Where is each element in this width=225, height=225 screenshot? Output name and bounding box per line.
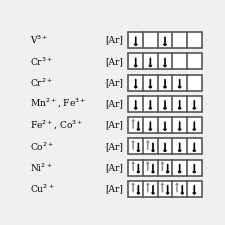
Bar <box>128 54 202 69</box>
Text: Fe$^{2+}$, Co$^{3+}$: Fe$^{2+}$, Co$^{3+}$ <box>30 119 83 132</box>
Text: Cu$^{2+}$: Cu$^{2+}$ <box>30 182 54 195</box>
Bar <box>128 96 202 112</box>
Text: Cr$^{3+}$: Cr$^{3+}$ <box>30 55 53 68</box>
Bar <box>128 32 202 48</box>
Text: Co$^{2+}$: Co$^{2+}$ <box>30 140 54 153</box>
Text: [Ar]: [Ar] <box>105 184 123 193</box>
Text: [Ar]: [Ar] <box>105 163 123 172</box>
Bar <box>128 181 202 197</box>
Text: V$^{3+}$: V$^{3+}$ <box>30 34 48 46</box>
Bar <box>128 117 202 133</box>
Text: [Ar]: [Ar] <box>105 36 123 45</box>
Text: Cr$^{2+}$: Cr$^{2+}$ <box>30 76 53 89</box>
Text: [Ar]: [Ar] <box>105 78 123 87</box>
Bar <box>128 138 202 154</box>
Text: [Ar]: [Ar] <box>105 121 123 130</box>
Bar <box>128 75 202 91</box>
Text: [Ar]: [Ar] <box>105 57 123 66</box>
Text: [Ar]: [Ar] <box>105 99 123 108</box>
Bar <box>128 160 202 176</box>
Text: Ni$^{2+}$: Ni$^{2+}$ <box>30 161 53 174</box>
Text: [Ar]: [Ar] <box>105 142 123 151</box>
Text: Mn$^{2+}$, Fe$^{3+}$: Mn$^{2+}$, Fe$^{3+}$ <box>30 97 86 110</box>
